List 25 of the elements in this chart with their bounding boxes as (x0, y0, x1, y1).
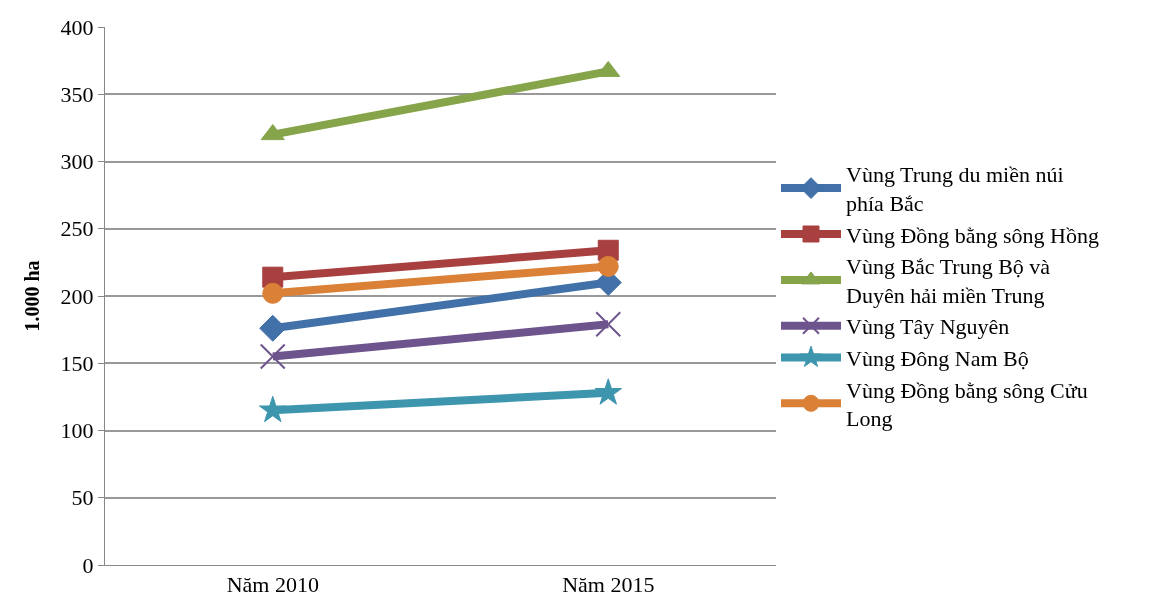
point (594, 378, 623, 405)
y-axis-title: 1.000 ha (21, 260, 44, 332)
y-tick-label: 350 (60, 81, 94, 107)
point (597, 255, 619, 277)
y-tick-label: 400 (60, 14, 94, 40)
point (595, 311, 622, 338)
legend-label: Vùng Đông Nam Bộ (846, 345, 1029, 371)
y-tick-label: 50 (71, 485, 94, 511)
x-tick-label: Năm 2015 (562, 572, 655, 598)
legend-label: Vùng Tây Nguyên (846, 314, 1010, 340)
point (259, 314, 287, 342)
y-tick-label: 100 (60, 418, 94, 444)
point (258, 395, 287, 423)
legend-label: Vùng Trung du miền núi phía Bắc (846, 162, 1064, 216)
legend-label: Vùng Bắc Trung Bộ và Duyên hải miền Trung (846, 254, 1051, 308)
point (259, 343, 286, 370)
y-tick-label: 150 (60, 350, 94, 376)
x-tick-label: Năm 2010 (226, 572, 319, 598)
y-tick-label: 0 (82, 552, 94, 578)
legend-label: Vùng Đồng bằng sông Hồng (846, 222, 1099, 248)
y-tick-label: 300 (60, 149, 94, 175)
y-tick-label: 200 (60, 283, 94, 309)
y-tick-label: 250 (60, 216, 94, 242)
legend-label: Vùng Đồng bằng sông Cửu Long (846, 377, 1088, 432)
point (262, 282, 284, 304)
